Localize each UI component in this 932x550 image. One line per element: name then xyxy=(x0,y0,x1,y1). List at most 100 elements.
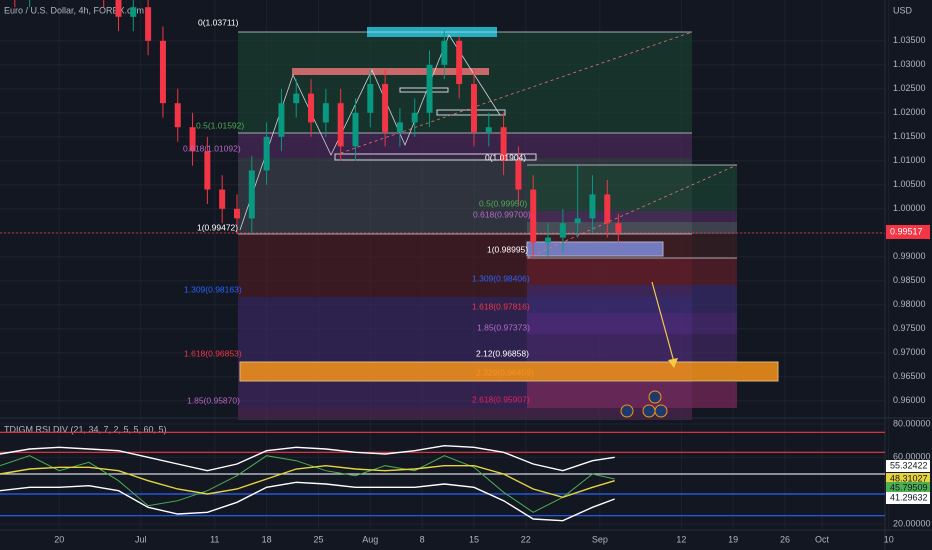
fib-label: 2.329(0.96459) xyxy=(476,367,534,377)
y-tick-label: 1.02500 xyxy=(893,83,926,93)
y-tick-label: 1.03500 xyxy=(893,35,926,45)
indicator-line xyxy=(0,464,615,499)
x-tick-label: Aug xyxy=(362,534,378,544)
y-tick-label: 0.97000 xyxy=(893,347,926,357)
fib-label: 1.309(0.98163) xyxy=(184,284,242,294)
fib-label: 1(0.98995) xyxy=(487,244,528,254)
x-tick-label: 8 xyxy=(420,534,425,544)
y-tick-label: 1.01500 xyxy=(893,131,926,141)
candle-body xyxy=(530,189,537,243)
x-tick-label: 25 xyxy=(313,534,323,544)
candle-body xyxy=(456,40,463,84)
candle-body xyxy=(615,223,622,233)
fib-label: 0(1.03711) xyxy=(198,17,239,27)
indicator-value-label: 41.29632 xyxy=(890,492,928,502)
candle-body xyxy=(322,103,329,123)
candle-body xyxy=(411,112,418,123)
y-tick-label: 0.98000 xyxy=(893,299,926,309)
candle-body xyxy=(174,103,181,128)
candle-body xyxy=(204,151,211,190)
y-tick-label: 1.00000 xyxy=(893,203,926,213)
candle-body xyxy=(470,84,477,132)
candle-body xyxy=(515,160,522,190)
fib-label: 0.5(1.01592) xyxy=(196,120,244,130)
candle-body xyxy=(382,84,389,132)
x-tick-label: 10 xyxy=(884,534,894,544)
candle-body xyxy=(574,218,581,224)
x-tick-label: 18 xyxy=(262,534,272,544)
x-tick-label: 20 xyxy=(54,534,64,544)
candle-body xyxy=(396,122,403,132)
x-tick-label: Jul xyxy=(135,534,147,544)
fib-label: 1.309(0.98406) xyxy=(472,273,530,283)
x-tick-label: 15 xyxy=(469,534,479,544)
fib-label: 2.12(0.96858) xyxy=(476,348,529,358)
fib-label: 1.85(0.97373) xyxy=(477,322,530,332)
last-price-label: 0.99517 xyxy=(890,226,923,236)
chart-title: Euro / U.S. Dollar, 4h, FOREX.com xyxy=(4,5,144,15)
candles xyxy=(14,0,622,258)
candle-body xyxy=(293,93,300,104)
fib-label: 0.618(0.99700) xyxy=(473,209,531,219)
candle-body xyxy=(263,136,270,171)
indicator-lines xyxy=(0,431,885,522)
indicator-value-label: 48.31027 xyxy=(890,473,928,483)
y-tick-label: 0.97500 xyxy=(893,323,926,333)
x-tick-label: Oct xyxy=(815,534,830,544)
y-tick-label: 0.99000 xyxy=(893,251,926,261)
candle-body xyxy=(337,103,344,147)
candle-body xyxy=(130,7,137,17)
candle-body xyxy=(189,127,196,152)
candle-body xyxy=(145,7,152,41)
fib-label: 1.618(0.96853) xyxy=(184,348,242,358)
candle-body xyxy=(426,64,433,113)
fib-label: 2.618(0.95907) xyxy=(472,394,530,404)
y-tick-label: 1.01000 xyxy=(893,155,926,165)
candle-body xyxy=(604,194,611,224)
indicator-tick-label: 60.00000 xyxy=(893,452,931,462)
y-tick-label: 0.96500 xyxy=(893,371,926,381)
candle-body xyxy=(367,84,374,113)
candle-body xyxy=(485,127,492,132)
candle-body xyxy=(352,112,359,147)
y-tick-label: 0.98500 xyxy=(893,275,926,285)
last-price-box xyxy=(886,224,930,239)
x-tick-label: 22 xyxy=(521,534,531,544)
fib-label: 1.618(0.97816) xyxy=(472,301,530,311)
y-tick-label: 1.00500 xyxy=(893,179,926,189)
y-tick-label: 1.02000 xyxy=(893,107,926,117)
y-tick-label: 1.03000 xyxy=(893,59,926,69)
indicator-value-box xyxy=(886,482,930,494)
candle-body xyxy=(589,194,596,219)
candle-body xyxy=(441,40,448,65)
candle-body xyxy=(278,103,285,137)
candle-body xyxy=(248,170,255,219)
fib-label: 0.618(1.01092) xyxy=(183,143,241,153)
candle-body xyxy=(219,189,226,209)
x-tick-label: 19 xyxy=(728,534,738,544)
indicator-tick-label: 20.00000 xyxy=(893,518,931,528)
indicator-value-box xyxy=(886,492,930,504)
currency-label: USD xyxy=(893,5,913,15)
candle-body xyxy=(308,93,315,123)
x-tick-label: 11 xyxy=(210,534,219,544)
x-tick-label: Sep xyxy=(592,534,608,544)
candle-body xyxy=(500,127,507,161)
indicator-line xyxy=(0,455,615,513)
fib-label: 1(0.99472) xyxy=(197,222,238,232)
candle-body xyxy=(159,40,166,104)
indicator-line xyxy=(0,444,615,472)
candle-body xyxy=(559,223,566,238)
indicator-value-label: 45.79509 xyxy=(890,482,928,492)
candle-body xyxy=(233,208,240,219)
indicator-value-label: 55.32422 xyxy=(890,460,928,470)
fib-label: 0.5(0.99950) xyxy=(479,198,527,208)
indicator-line xyxy=(0,481,615,522)
fib-label: 0(1.01904) xyxy=(485,152,526,162)
indicator-tick-label: 80.00000 xyxy=(893,418,931,428)
candle-body xyxy=(545,237,552,243)
candle-body xyxy=(115,0,122,17)
indicator-title: TDIGM RSI DIV (21, 34, 7, 2, 5, 5, 60, 5… xyxy=(4,424,167,434)
